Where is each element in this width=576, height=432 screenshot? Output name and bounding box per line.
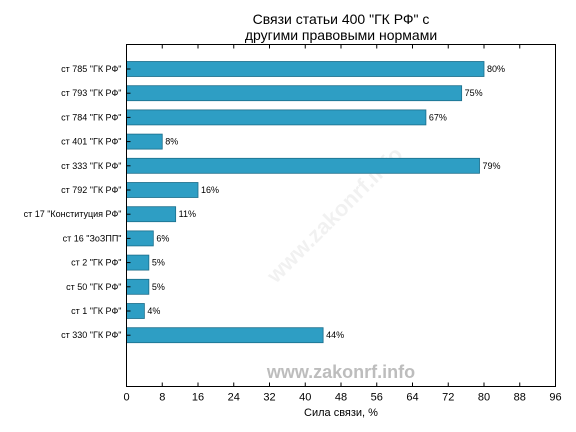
value-label: 11% <box>179 209 196 219</box>
value-label: 80% <box>487 64 505 74</box>
x-tick-label: 40 <box>299 392 311 404</box>
category-label: ст 792 "ГК РФ" <box>61 185 121 195</box>
value-label: 6% <box>156 233 169 243</box>
category-label: ст 401 "ГК РФ" <box>61 137 121 147</box>
x-tick-label: 56 <box>371 392 383 404</box>
x-tick-label: 88 <box>514 392 526 404</box>
x-tick-label: 80 <box>478 392 490 404</box>
value-label: 75% <box>465 88 483 98</box>
value-label: 5% <box>152 282 165 292</box>
category-label: ст 50 "ГК РФ" <box>66 282 121 292</box>
category-label: ст 793 "ГК РФ" <box>61 88 121 98</box>
x-tick-label: 32 <box>263 392 275 404</box>
category-label: ст 16 "ЗоЗПП" <box>63 233 122 243</box>
value-label: 4% <box>147 306 160 316</box>
category-labels-group: ст 785 "ГК РФ" ст 793 "ГК РФ" ст 784 "ГК Р… <box>24 64 122 340</box>
bar <box>126 327 324 344</box>
bar <box>126 230 154 247</box>
bar <box>126 109 427 126</box>
chart-title-line-2: другими правовыми нормами <box>245 27 437 43</box>
x-ticks-group: 0 8 16 24 32 40 48 56 64 72 80 88 96 <box>123 44 562 404</box>
bar <box>126 206 177 223</box>
chart-title-line-1: Связи статьи 400 "ГК РФ" с <box>253 11 430 27</box>
category-label: ст 17 "Конституция РФ" <box>24 209 122 219</box>
x-tick-label: 24 <box>228 392 240 404</box>
x-tick-label: 96 <box>549 392 561 404</box>
x-tick-label: 72 <box>442 392 454 404</box>
bar <box>126 85 463 102</box>
value-label: 79% <box>483 161 501 171</box>
category-label: ст 2 "ГК РФ" <box>71 258 121 268</box>
bar <box>126 182 199 198</box>
value-label: 44% <box>326 330 344 340</box>
plot-frame <box>126 44 556 387</box>
category-label: ст 785 "ГК РФ" <box>61 64 121 74</box>
category-label: ст 333 "ГК РФ" <box>61 161 121 171</box>
category-label: ст 330 "ГК РФ" <box>61 330 121 340</box>
watermark-text: www.zakonrf.info <box>266 362 415 382</box>
value-label: 5% <box>152 258 165 268</box>
bar <box>126 157 480 174</box>
x-tick-label: 48 <box>335 392 347 404</box>
value-labels-group: 80% 75% 67% 8% 79% 16% 11% 6% 5% 5% 4% 44% <box>147 64 505 340</box>
bar <box>126 133 163 150</box>
bars-group <box>126 61 485 344</box>
value-label: 67% <box>429 112 447 122</box>
value-label: 8% <box>165 137 178 147</box>
x-axis-label: Сила связи, % <box>304 407 378 419</box>
value-label: 16% <box>201 185 219 195</box>
bar <box>126 61 485 77</box>
x-tick-label: 16 <box>192 392 204 404</box>
x-tick-label: 64 <box>406 392 418 404</box>
category-label: ст 784 "ГК РФ" <box>61 112 121 122</box>
x-tick-label: 0 <box>123 392 129 404</box>
x-tick-label: 8 <box>159 392 165 404</box>
category-label: ст 1 "ГК РФ" <box>71 306 121 316</box>
